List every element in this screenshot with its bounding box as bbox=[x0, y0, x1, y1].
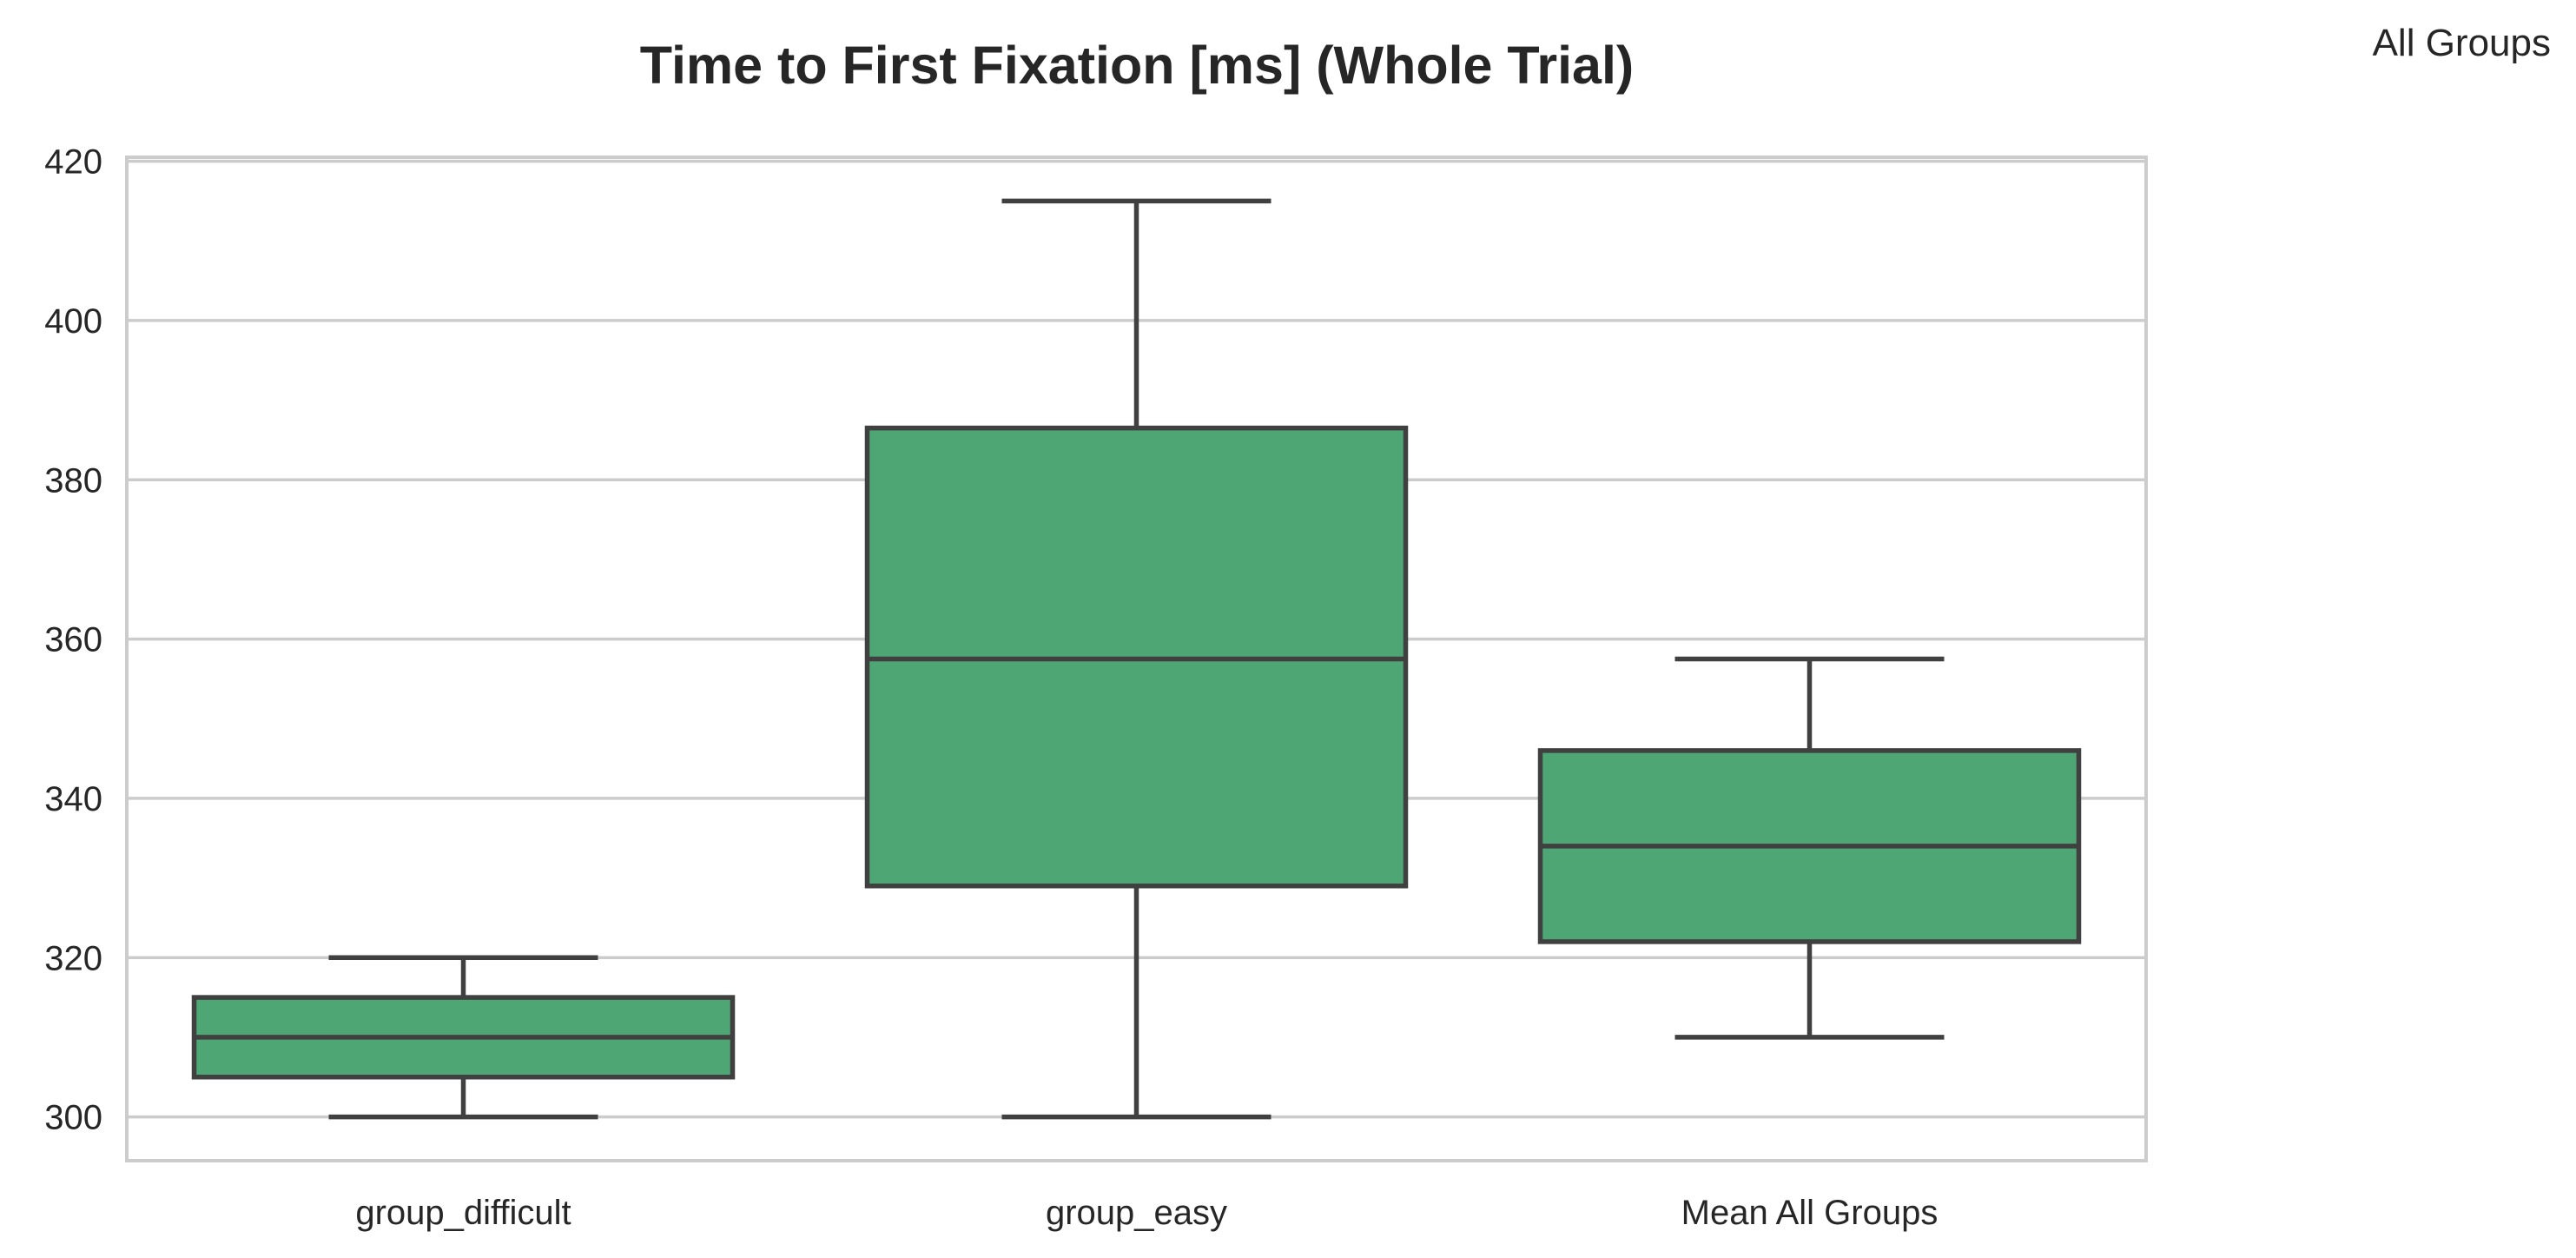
x-axis-tick-labels: group_difficult group_easy Mean All Groups bbox=[355, 1194, 1938, 1232]
box-series bbox=[191, 198, 2082, 1120]
y-tick-label-360: 360 bbox=[44, 621, 102, 659]
x-tick-label-1: group_easy bbox=[1046, 1194, 1227, 1232]
y-tick-label-340: 340 bbox=[44, 780, 102, 818]
x-tick-label-2: Mean All Groups bbox=[1681, 1194, 1939, 1232]
y-tick-label-400: 400 bbox=[44, 302, 102, 341]
box-group_easy bbox=[864, 198, 1409, 1120]
y-tick-label-380: 380 bbox=[44, 461, 102, 500]
y-tick-label-300: 300 bbox=[44, 1099, 102, 1137]
box-group_difficult bbox=[191, 955, 736, 1120]
corner-label: All Groups bbox=[2373, 22, 2551, 64]
x-tick-label-0: group_difficult bbox=[355, 1194, 571, 1232]
box-Mean All Groups bbox=[1537, 656, 2082, 1040]
y-tick-label-420: 420 bbox=[44, 143, 102, 182]
y-tick-label-320: 320 bbox=[44, 939, 102, 977]
y-axis-tick-labels: 300 320 340 360 380 400 420 bbox=[44, 143, 102, 1137]
chart-title: Time to First Fixation [ms] (Whole Trial… bbox=[640, 36, 1634, 95]
plot-area-frame bbox=[125, 156, 2148, 1162]
